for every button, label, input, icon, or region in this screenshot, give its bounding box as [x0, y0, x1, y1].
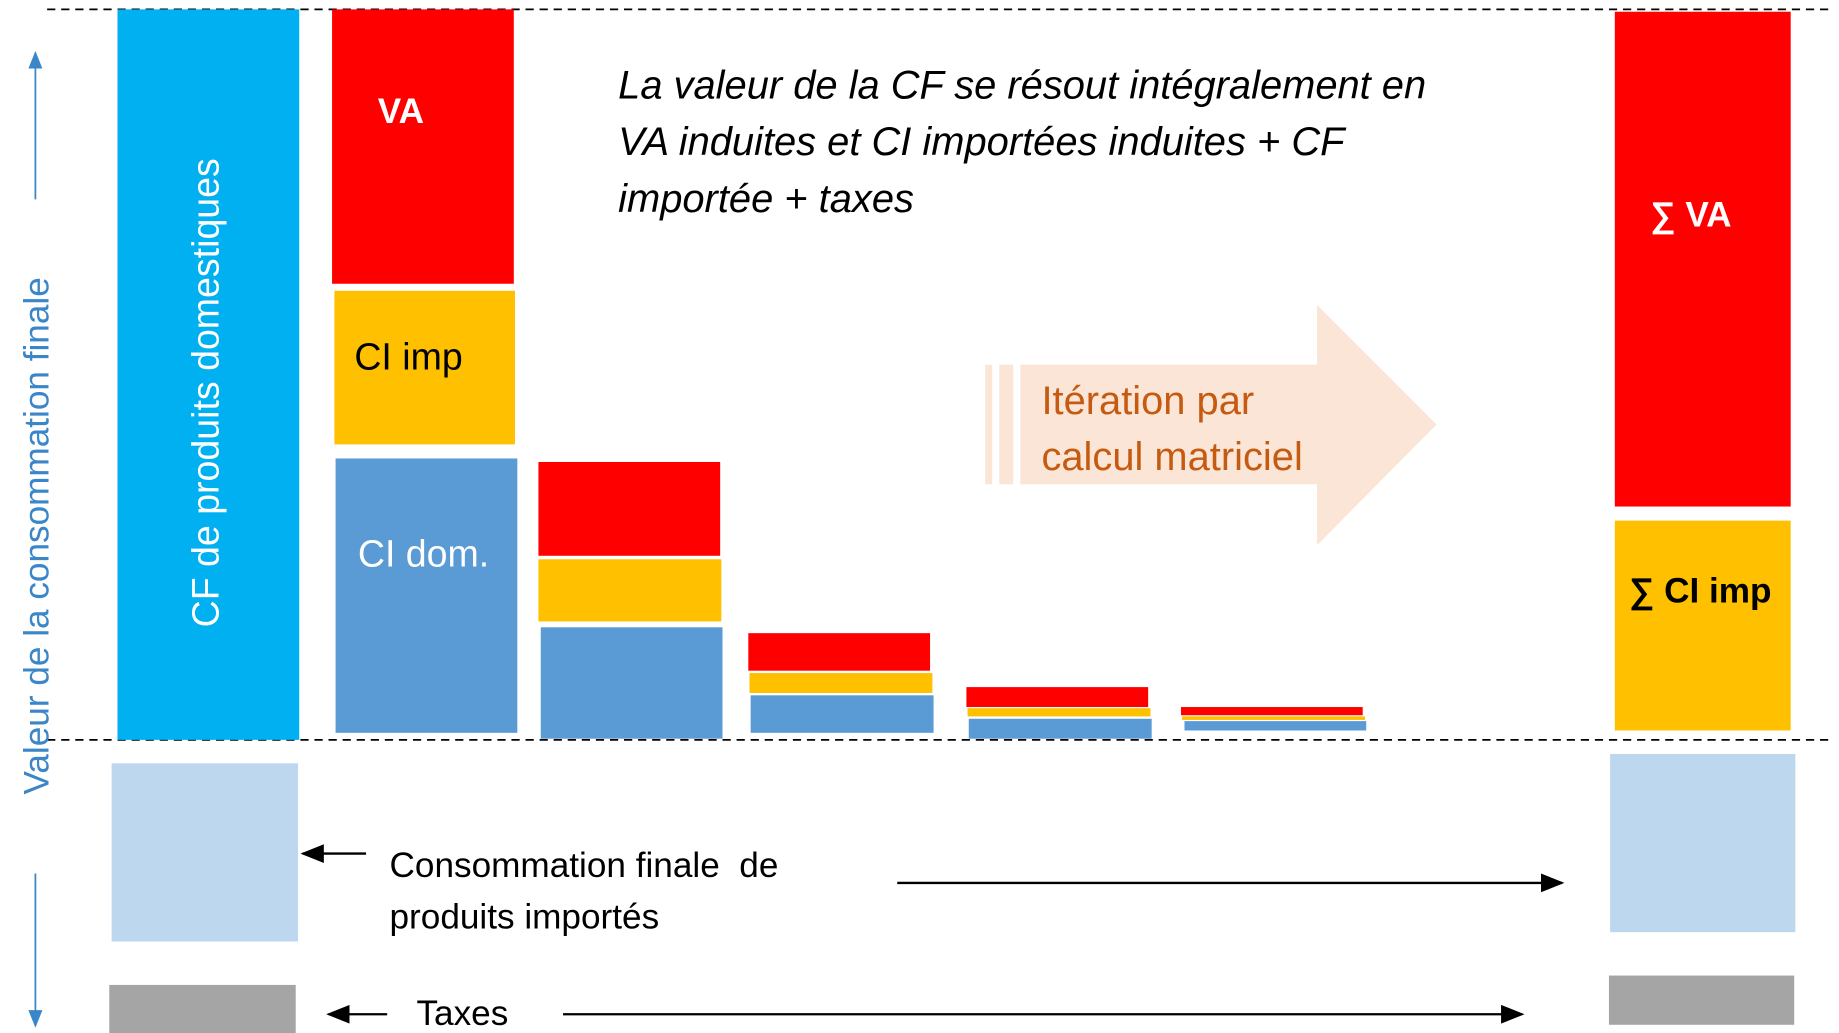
ci-imp-label: CI imp — [354, 335, 462, 377]
ci-imp-block — [967, 708, 1151, 717]
taxes-block — [1608, 975, 1795, 1025]
total-ci-imp-label: ∑ CI imp — [1629, 572, 1771, 611]
imported-block — [1610, 753, 1796, 933]
va-block — [332, 9, 514, 284]
ci-dom-block — [1184, 721, 1367, 731]
ci-dom-block — [540, 627, 723, 739]
arrow-body — [1020, 304, 1437, 546]
total-ci-imp-block — [1614, 520, 1791, 731]
domestic-bar — [117, 9, 300, 740]
domestic-bar-label: CF de produits domestiques — [184, 158, 226, 627]
ci-dom-label: CI dom. — [358, 532, 489, 574]
va-block — [748, 633, 931, 671]
annotation: La valeur de la CF se résout intégraleme… — [618, 63, 1426, 221]
va-label: VA — [378, 92, 424, 131]
annotation-line: La valeur de la CF se résout intégraleme… — [618, 63, 1426, 107]
va-block — [966, 687, 1149, 708]
taxes-label: Taxes — [416, 994, 508, 1033]
va-block — [1180, 707, 1363, 716]
arrow-stripe — [999, 364, 1014, 485]
ci-imp-block — [334, 290, 515, 445]
ci-imp-block — [538, 559, 722, 622]
ci-imp-block — [749, 673, 933, 693]
imported-block — [111, 763, 299, 942]
total-va-block — [1614, 11, 1791, 507]
axis-label: Valeur de la consommation finale — [17, 277, 56, 794]
taxes-block — [109, 984, 296, 1033]
ci-dom-block — [335, 458, 518, 733]
iteration-columns — [332, 9, 1367, 739]
annotation-line: importée + taxes — [618, 177, 914, 221]
ci-imp-block — [1182, 716, 1366, 720]
total-va-label: ∑ VA — [1650, 195, 1731, 234]
annotation-line: VA induites et CI importées induites + C… — [618, 120, 1347, 164]
imported-label: Consommation finale de — [390, 846, 779, 885]
arrow-stripe — [985, 364, 993, 485]
iteration-arrow: Itération par calcul matriciel — [985, 304, 1437, 546]
va-block — [538, 461, 721, 556]
ci-dom-block — [968, 718, 1152, 739]
iteration-label: Itération par — [1041, 379, 1254, 423]
iteration-label: calcul matriciel — [1041, 435, 1302, 479]
imported-label: produits importés — [390, 898, 660, 937]
ci-dom-block — [750, 695, 934, 733]
